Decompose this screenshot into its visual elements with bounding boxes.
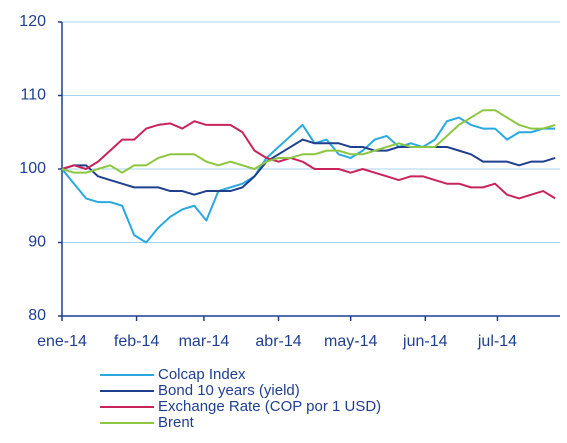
series-line <box>61 109 556 174</box>
legend-label: Exchange Rate (COP por 1 USD) <box>158 398 381 415</box>
y-tick-label: 110 <box>20 87 46 104</box>
x-tick-label: ene-14 <box>37 333 87 350</box>
y-tick-label: 100 <box>19 160 46 177</box>
x-tick-label: may-14 <box>324 333 377 350</box>
y-tick-label: 80 <box>28 307 46 324</box>
x-tick-label: jul-14 <box>477 333 517 350</box>
legend-label: Colcap Index <box>158 366 246 383</box>
x-tick-label: mar-14 <box>179 333 230 350</box>
y-tick-label: 120 <box>19 13 46 30</box>
y-tick-label: 90 <box>28 234 46 251</box>
x-tick-label: feb-14 <box>114 333 159 350</box>
series-line <box>61 120 556 200</box>
series-line <box>61 138 556 196</box>
series-line <box>61 116 556 244</box>
x-tick-label: abr-14 <box>255 333 301 350</box>
x-tick-label: jun-14 <box>402 333 448 350</box>
legend-label: Brent <box>158 414 195 431</box>
legend-label: Bond 10 years (yield) <box>158 382 300 399</box>
